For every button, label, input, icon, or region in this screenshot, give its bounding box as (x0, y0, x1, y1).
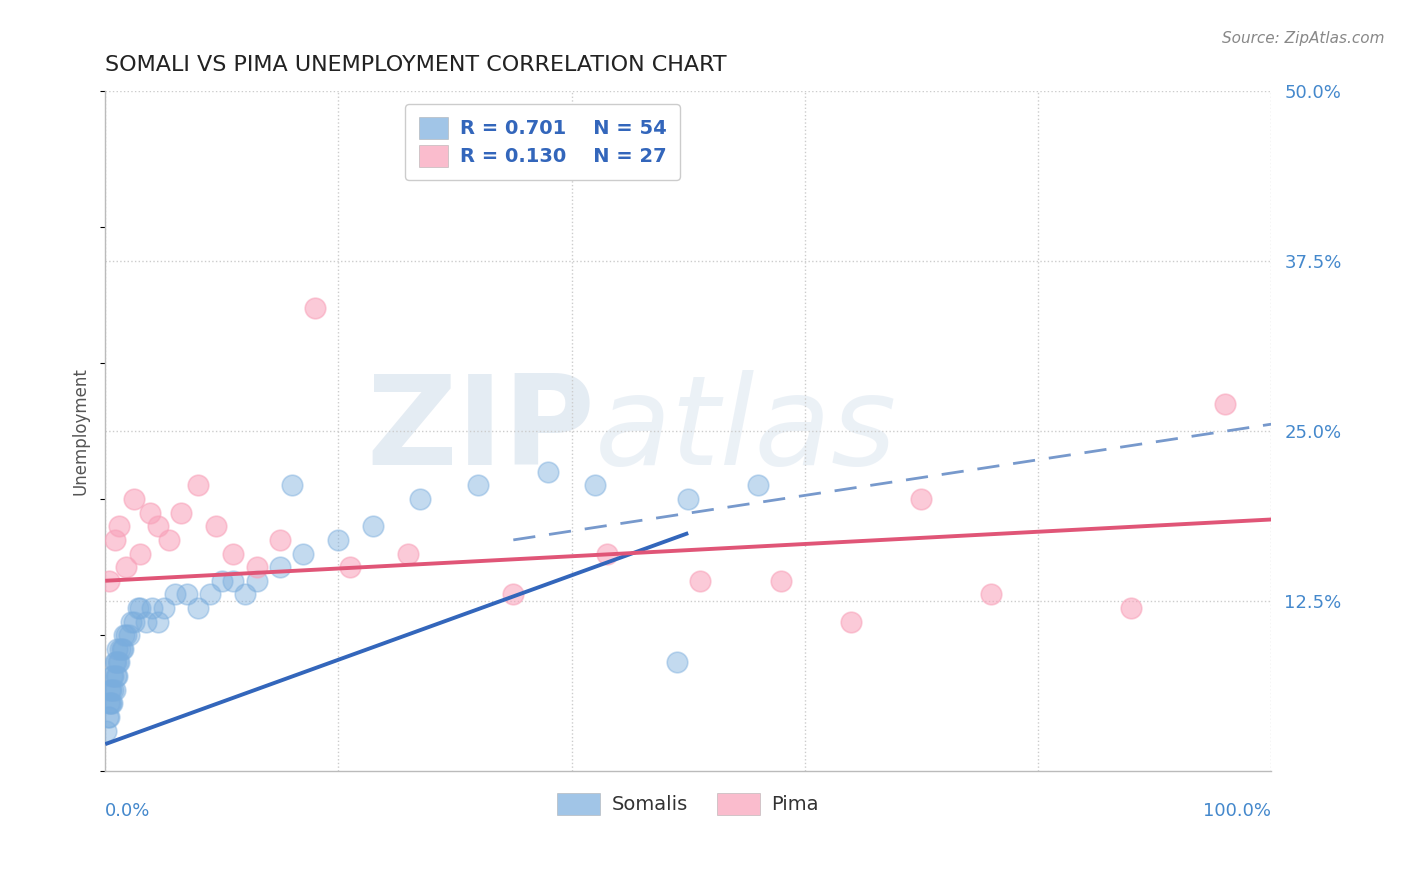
Point (676, 491, 699, 506)
Point (1213, 397, 1236, 411)
Point (96, 723, 118, 738)
Point (110, 641, 132, 656)
Point (165, 587, 187, 601)
Point (103, 669, 125, 683)
Point (396, 547, 419, 561)
Point (269, 533, 291, 547)
Point (124, 491, 146, 506)
Point (108, 656, 131, 670)
Point (98, 696, 121, 710)
Point (269, 560, 291, 574)
Point (246, 574, 269, 588)
Point (246, 560, 269, 574)
Point (980, 587, 1002, 601)
Point (129, 601, 152, 615)
Point (101, 669, 124, 683)
Point (502, 587, 524, 601)
Point (103, 656, 125, 670)
Point (104, 656, 127, 670)
Point (211, 574, 233, 588)
Point (120, 615, 142, 629)
Point (841, 615, 863, 629)
Point (187, 601, 209, 615)
Point (747, 478, 769, 492)
Point (170, 506, 193, 520)
Point (146, 519, 169, 533)
Point (100, 682, 122, 697)
Point (111, 641, 134, 656)
Point (97, 710, 120, 724)
Point (105, 641, 128, 656)
Point (157, 533, 180, 547)
Point (101, 696, 124, 710)
Point (910, 491, 932, 506)
Point (115, 628, 138, 642)
Point (304, 301, 326, 316)
Point (467, 478, 489, 492)
Point (103, 682, 125, 697)
Point (187, 478, 209, 492)
Point (689, 574, 711, 588)
Text: Source: ZipAtlas.com: Source: ZipAtlas.com (1222, 31, 1385, 46)
Point (98, 682, 121, 697)
Point (97, 574, 120, 588)
Point (124, 615, 146, 629)
Point (205, 519, 228, 533)
Point (141, 601, 163, 615)
Point (129, 547, 152, 561)
Point (281, 478, 304, 492)
Point (222, 547, 245, 561)
Point (328, 533, 350, 547)
Point (115, 560, 138, 574)
Point (233, 587, 256, 601)
Point (110, 641, 132, 656)
Point (112, 628, 135, 642)
Point (537, 465, 560, 479)
Point (104, 669, 127, 683)
Point (103, 533, 125, 547)
Point (292, 547, 315, 561)
Point (138, 506, 160, 520)
Point (97, 696, 120, 710)
Point (108, 519, 131, 533)
Point (222, 574, 245, 588)
Point (127, 601, 149, 615)
Point (198, 587, 221, 601)
Point (103, 682, 125, 697)
Point (1121, 601, 1143, 615)
Point (339, 560, 361, 574)
Point (135, 615, 157, 629)
Point (363, 519, 385, 533)
Point (96, 710, 118, 724)
Text: 0.0%: 0.0% (105, 802, 150, 820)
Text: ZIP: ZIP (366, 370, 595, 491)
Point (107, 656, 129, 670)
Point (152, 601, 174, 615)
Point (595, 547, 617, 561)
Text: SOMALI VS PIMA UNEMPLOYMENT CORRELATION CHART: SOMALI VS PIMA UNEMPLOYMENT CORRELATION … (105, 55, 727, 75)
Point (146, 615, 169, 629)
Point (770, 574, 793, 588)
Text: 100.0%: 100.0% (1204, 802, 1271, 820)
Point (176, 587, 198, 601)
Legend: Somalis, Pima: Somalis, Pima (550, 785, 827, 823)
Point (409, 491, 432, 506)
Y-axis label: Unemployment: Unemployment (72, 367, 89, 495)
Point (105, 669, 128, 683)
Point (100, 696, 122, 710)
Point (583, 478, 606, 492)
Point (117, 628, 139, 642)
Point (665, 656, 688, 670)
Text: atlas: atlas (595, 370, 897, 491)
